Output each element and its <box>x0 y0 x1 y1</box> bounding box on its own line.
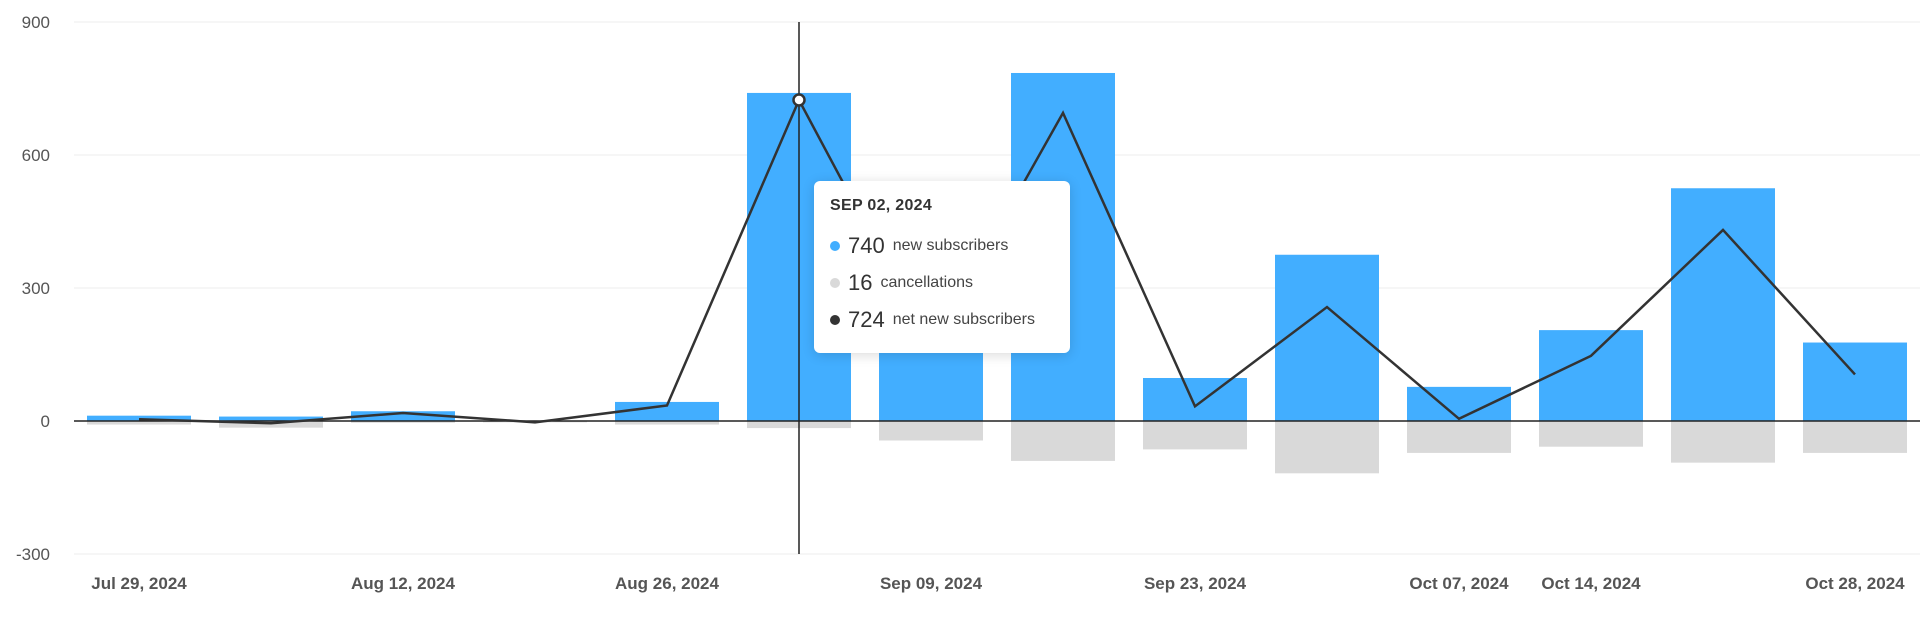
cancellations-bar <box>1671 421 1775 463</box>
tooltip-new-subscribers-value: 740 <box>848 232 885 258</box>
y-axis-ticks: 900 600 300 0 -300 <box>16 13 50 564</box>
cancellations-bar <box>351 421 455 423</box>
cancellations-bar <box>1803 421 1907 453</box>
x-tick-label: Sep 23, 2024 <box>1144 574 1247 593</box>
cancellations-bar <box>879 421 983 441</box>
x-tick-label: Jul 29, 2024 <box>91 574 187 593</box>
tooltip-cancellations-value: 16 <box>848 269 873 295</box>
tooltip-date: SEP 02, 2024 <box>830 197 933 214</box>
tooltip-net-value: 724 <box>848 306 885 332</box>
x-tick-label: Oct 28, 2024 <box>1805 574 1905 593</box>
new-subscribers-bar <box>219 416 323 421</box>
new-subscribers-bar <box>1671 188 1775 421</box>
new-subscribers-bar <box>1803 342 1907 421</box>
cancellations-bar <box>615 421 719 425</box>
x-tick-label: Oct 14, 2024 <box>1541 574 1641 593</box>
hover-tooltip: SEP 02, 2024 740 new subscribers 16 canc… <box>814 181 1070 353</box>
tooltip-net-label: net new subscribers <box>892 310 1036 328</box>
hover-point-marker <box>792 93 806 107</box>
cancellations-bar <box>1143 421 1247 450</box>
x-tick-label: Sep 09, 2024 <box>880 574 983 593</box>
new-subscribers-bar <box>87 415 191 421</box>
y-tick-label: 0 <box>41 412 50 431</box>
x-tick-label: Aug 12, 2024 <box>351 574 455 593</box>
cancellations-bar <box>1275 421 1379 474</box>
cancellations-bar <box>1539 421 1643 447</box>
cancellations-bar <box>87 421 191 425</box>
tooltip-row-new-subscribers: 740 new subscribers <box>830 227 1054 264</box>
cancellations-dot-icon <box>830 277 840 288</box>
cancellations-bar <box>1407 421 1511 453</box>
net-new-subscribers-dot-icon <box>830 314 840 325</box>
tooltip-new-subscribers-label: new subscribers <box>892 236 1009 254</box>
new-subscribers-bar <box>351 411 455 421</box>
y-tick-label: -300 <box>16 545 50 564</box>
new-subscribers-bar <box>615 401 719 421</box>
tooltip-row-net-new-subscribers: 724 net new subscribers <box>830 301 1054 338</box>
y-tick-label: 600 <box>22 146 50 165</box>
tooltip-row-cancellations: 16 cancellations <box>830 264 1054 301</box>
cancellation-bars <box>87 421 1907 474</box>
cancellations-bar <box>1011 421 1115 461</box>
y-tick-label: 900 <box>22 13 50 32</box>
tooltip-cancellations-label: cancellations <box>880 273 973 291</box>
new-subscribers-bar <box>1407 386 1511 421</box>
x-axis-ticks: Jul 29, 2024 Aug 12, 2024 Aug 26, 2024 Sep … <box>91 574 1905 593</box>
y-tick-label: 300 <box>22 279 50 298</box>
new-subscribers-bar <box>1143 377 1247 421</box>
new-subscribers-dot-icon <box>830 240 840 251</box>
x-tick-label: Oct 07, 2024 <box>1409 574 1509 593</box>
x-tick-label: Aug 26, 2024 <box>615 574 719 593</box>
new-subscribers-bar <box>1539 330 1643 421</box>
